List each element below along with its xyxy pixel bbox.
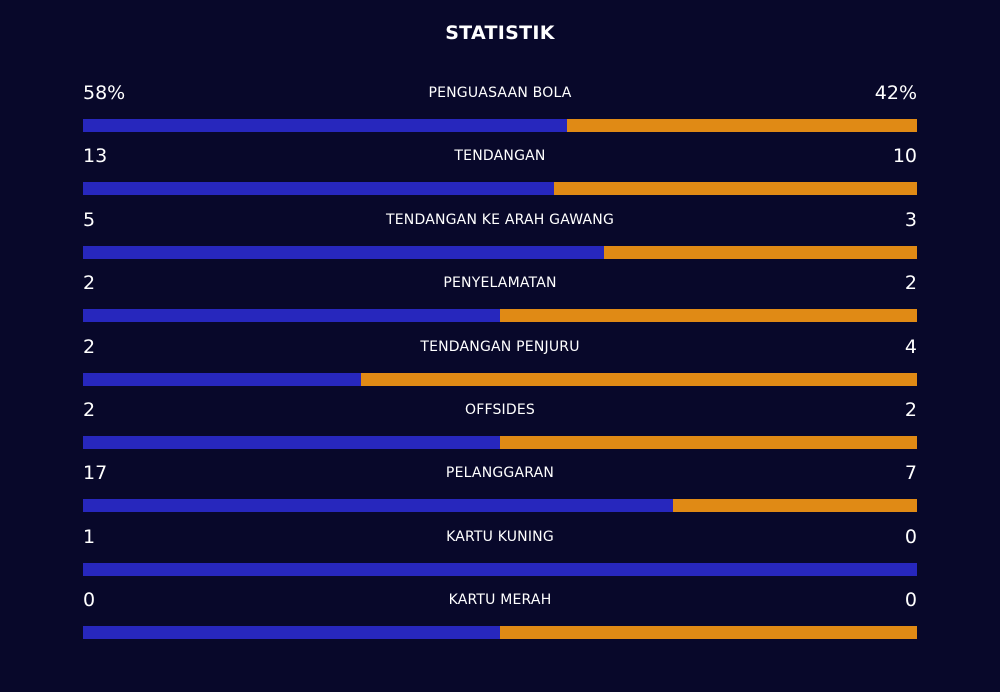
stat-bar (83, 245, 917, 259)
home-bar-fill (83, 372, 361, 386)
away-value: 3 (904, 208, 917, 231)
away-value: 0 (904, 525, 917, 548)
away-value: 2 (904, 272, 917, 295)
home-bar-fill (83, 119, 567, 132)
stat-row-yellow-cards: 1 KARTU KUNING 0 (83, 524, 917, 587)
stat-label: PENGUASAAN BOLA (428, 85, 572, 101)
stat-bar (83, 626, 917, 640)
stats-list: 58% PENGUASAAN BOLA 42% 13 TENDANGAN 1 0 … (83, 80, 917, 651)
home-bar-fill (83, 435, 500, 449)
home-value: 58% (83, 82, 126, 104)
home-bar-fill (83, 309, 500, 323)
away-value: 4 (904, 335, 917, 358)
away-value: 7 (904, 462, 917, 485)
stat-row-offsides: 2 OFFSIDES 2 (83, 397, 917, 460)
home-bar-fill (83, 182, 555, 196)
stat-row-shots-on-target: 5 TENDANGAN KE ARAH GAWANG 3 (83, 207, 917, 270)
home-value: 2 (83, 272, 96, 295)
stat-label: PENYELAMATAN (443, 275, 557, 292)
away-bar-fill (604, 245, 917, 259)
home-value: 13 (83, 145, 108, 168)
stat-bar (83, 309, 917, 323)
home-value: 2 (83, 398, 96, 421)
stat-bar (83, 182, 917, 196)
away-value: 0 (904, 589, 917, 612)
home-value: 17 (83, 462, 108, 485)
stat-bar (83, 499, 917, 513)
home-value: 2 (83, 335, 96, 358)
home-bar-fill (83, 245, 605, 259)
stat-row-corners: 2 TENDANGAN PENJURU 4 (83, 334, 917, 397)
stat-row-red-cards: 0 KARTU MERAH 0 (83, 587, 917, 650)
stat-row-fouls: 17 PELANGGARAN 7 (83, 460, 917, 523)
stat-bar (83, 119, 917, 132)
home-value: 1 (83, 525, 96, 548)
home-bar-fill (83, 626, 500, 640)
away-value: 2 (904, 398, 917, 421)
stat-label: TENDANGAN KE ARAH GAWANG (385, 211, 614, 228)
stat-label: KARTU MERAH (448, 592, 552, 609)
stat-label: KARTU KUNING (446, 528, 554, 545)
stat-row-saves: 2 PENYELAMATAN 2 (83, 270, 917, 333)
away-bar-fill (566, 119, 917, 132)
away-bar-fill (360, 372, 917, 386)
home-value: 5 (83, 208, 96, 231)
stat-bar (83, 435, 917, 449)
away-bar-fill (500, 309, 917, 323)
stat-label: PELANGGARAN (445, 465, 555, 482)
away-value: 42% (874, 82, 917, 104)
stat-label: OFFSIDES (464, 401, 535, 418)
home-value: 0 (83, 589, 96, 612)
away-bar-fill (554, 182, 917, 196)
away-value: 10 (892, 145, 917, 168)
home-bar-fill (83, 499, 674, 513)
away-bar-fill (500, 435, 917, 449)
home-bar-fill (83, 562, 917, 576)
stat-label: TENDANGAN PENJURU (420, 338, 580, 355)
away-bar-fill (500, 626, 917, 640)
stat-label: TENDANGAN (454, 148, 546, 165)
stat-row-shots: 13 TENDANGAN 10 (83, 143, 917, 206)
page-title: STATISTIK (445, 22, 555, 44)
stat-row-ball-possession: 58% PENGUASAAN BOLA 42% (83, 80, 917, 143)
stat-bar (83, 562, 917, 576)
stat-bar (83, 372, 917, 386)
away-bar-fill (673, 499, 917, 513)
